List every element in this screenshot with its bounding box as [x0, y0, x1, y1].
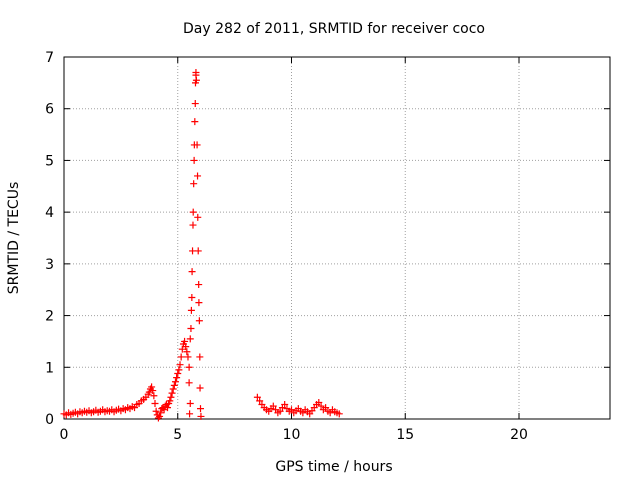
data-point	[195, 299, 203, 307]
data-point	[322, 404, 330, 412]
data-point	[256, 397, 264, 405]
data-point	[145, 388, 153, 396]
data-point	[190, 180, 198, 188]
y-tick-label: 1	[45, 360, 54, 376]
data-point	[269, 402, 277, 410]
data-point	[151, 399, 159, 407]
data-point	[186, 410, 194, 418]
y-tick-label: 5	[45, 153, 54, 169]
data-point	[197, 405, 204, 413]
x-tick-label: 20	[510, 427, 528, 443]
data-point	[176, 361, 184, 369]
x-axis-label: GPS time / hours	[275, 459, 392, 475]
data-point	[150, 392, 158, 400]
data-point	[185, 363, 193, 371]
data-point	[193, 141, 201, 149]
data-point	[187, 325, 195, 332]
data-point	[192, 76, 200, 84]
data-point	[185, 379, 193, 387]
data-point	[166, 397, 174, 405]
data-point	[186, 335, 194, 343]
y-axis-label: SRMTID / TECUs	[6, 182, 22, 295]
grid	[64, 57, 610, 419]
data-point	[177, 353, 185, 361]
data-point	[194, 247, 202, 255]
data-point	[335, 410, 343, 418]
y-tick-label: 4	[45, 205, 54, 221]
chart-title: Day 282 of 2011, SRMTID for receiver coc…	[183, 21, 485, 37]
data-point	[168, 389, 176, 397]
y-tick-label: 0	[45, 412, 54, 428]
data-point	[315, 398, 323, 406]
data-point	[188, 268, 196, 276]
data-point	[183, 348, 191, 356]
axes	[63, 56, 611, 420]
data-point	[189, 221, 197, 229]
data-series	[60, 69, 343, 422]
x-tick-label: 5	[173, 427, 182, 443]
data-point	[189, 208, 197, 216]
y-tick-label: 6	[45, 102, 54, 118]
y-tick-label: 2	[45, 309, 54, 325]
data-point	[184, 353, 192, 361]
data-point	[174, 369, 182, 377]
data-point	[196, 353, 204, 361]
data-point	[194, 172, 202, 180]
data-point	[276, 407, 284, 415]
tick-marks: 0 5 10 15 20 0 1 2 3 4 5 6 7	[45, 50, 610, 443]
data-point	[253, 393, 261, 401]
data-point	[175, 366, 183, 374]
data-point	[281, 401, 289, 409]
x-tick-label: 15	[396, 427, 414, 443]
y-tick-label: 3	[45, 257, 54, 273]
data-point	[152, 407, 160, 415]
data-point	[154, 414, 162, 422]
x-tick-label: 0	[60, 427, 69, 443]
data-point	[182, 343, 190, 351]
data-point	[170, 381, 178, 389]
data-point	[157, 409, 165, 417]
data-point	[191, 118, 199, 126]
data-point	[173, 374, 181, 382]
data-point	[195, 317, 203, 325]
data-point	[186, 399, 194, 407]
data-point	[317, 402, 325, 410]
data-point	[194, 213, 202, 221]
data-point	[164, 404, 172, 412]
data-point	[192, 69, 200, 77]
data-point	[191, 100, 199, 108]
data-point	[149, 387, 157, 395]
data-point	[171, 378, 179, 386]
data-point	[167, 393, 175, 401]
data-point	[156, 412, 164, 420]
data-point	[195, 281, 203, 289]
plot-frame	[63, 56, 611, 420]
y-tick-label: 7	[45, 50, 54, 66]
data-point	[197, 412, 205, 420]
x-tick-label: 10	[283, 427, 301, 443]
data-point	[181, 337, 189, 345]
data-point	[169, 385, 177, 393]
data-point	[188, 293, 196, 301]
data-point	[148, 383, 156, 391]
data-point	[190, 156, 198, 164]
data-point	[196, 384, 204, 392]
data-point	[187, 306, 195, 314]
